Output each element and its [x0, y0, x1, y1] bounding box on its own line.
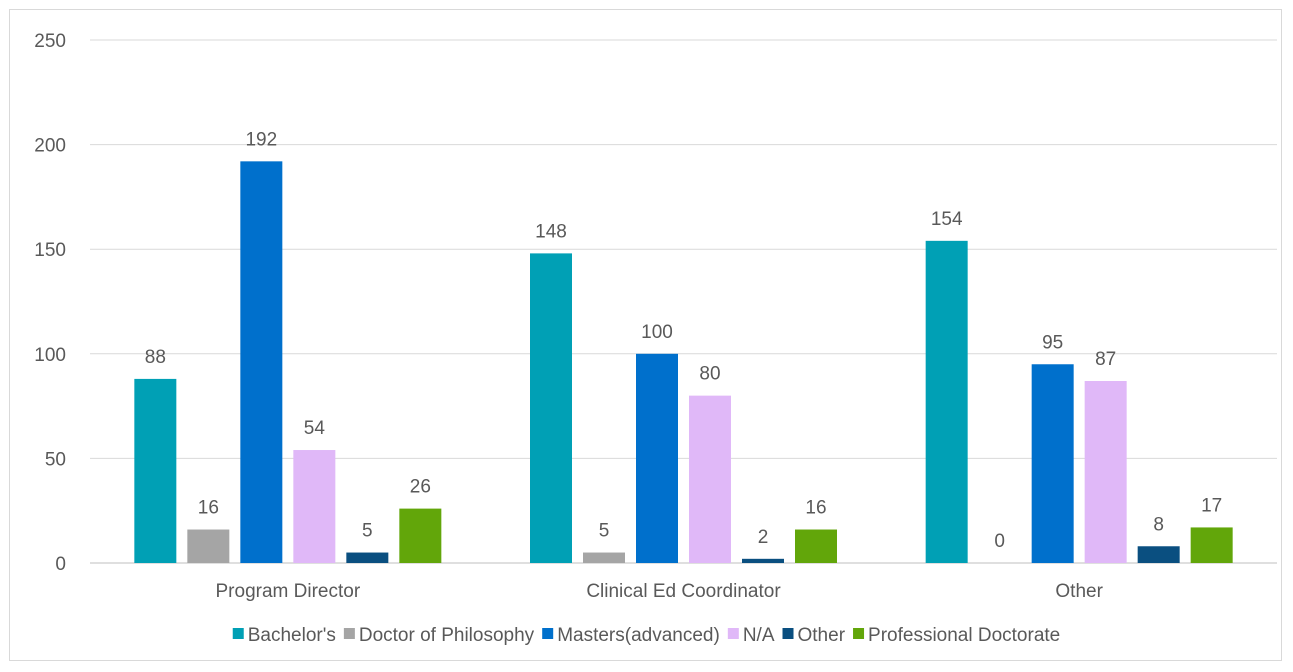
bar [399, 508, 442, 563]
bar [293, 450, 336, 563]
y-tick-label: 150 [34, 240, 66, 261]
legend-swatch [853, 628, 865, 639]
bar [925, 240, 968, 563]
y-tick-label: 50 [45, 449, 66, 470]
data-label: 17 [1201, 495, 1222, 516]
bar [795, 529, 837, 563]
data-label: 87 [1095, 349, 1116, 370]
data-label: 148 [535, 221, 567, 242]
legend-label: Bachelor's [248, 625, 336, 646]
legend-item: N/A [727, 625, 775, 646]
legend-item: Bachelor's [232, 625, 336, 646]
bar [1084, 380, 1127, 563]
bar [240, 161, 283, 563]
data-label: 26 [410, 477, 431, 498]
data-label: 5 [362, 521, 373, 542]
legend-item: Other [782, 625, 846, 646]
x-tick-label: Other [1055, 581, 1103, 602]
bar [1190, 527, 1233, 563]
data-label: 2 [758, 527, 769, 548]
legend-item: Professional Doctorate [853, 625, 1060, 646]
bars [134, 161, 1233, 563]
bar [583, 552, 625, 563]
bar [187, 529, 230, 563]
x-tick-label: Program Director [216, 581, 361, 602]
y-tick-label: 100 [34, 345, 66, 366]
data-label: 154 [931, 209, 963, 230]
data-label: 16 [805, 498, 826, 519]
legend-swatch [727, 628, 739, 639]
y-tick-label: 0 [55, 554, 66, 575]
y-tick-label: 200 [34, 136, 66, 157]
legend-item: Doctor of Philosophy [343, 625, 535, 646]
legend-item: Masters(advanced) [542, 625, 720, 646]
data-label: 88 [145, 347, 166, 368]
legend-swatch [343, 628, 355, 639]
data-label: 95 [1042, 332, 1063, 353]
legend-label: Professional Doctorate [868, 625, 1060, 646]
legend-swatch [232, 628, 244, 639]
x-axis: Program Director Clinical Ed Coordinator O… [216, 581, 1104, 602]
data-label: 192 [245, 129, 277, 150]
data-label: 16 [198, 498, 219, 519]
y-axis: 0 50 100 150 200 250 [34, 31, 66, 575]
y-tick-label: 250 [34, 31, 66, 52]
bar [134, 378, 177, 563]
x-tick-label: Clinical Ed Coordinator [586, 581, 781, 602]
bar [530, 253, 572, 563]
data-label: 8 [1153, 514, 1164, 535]
bar [346, 552, 389, 563]
legend: Bachelor's Doctor of Philosophy Masters(ad… [232, 625, 1060, 646]
bar [636, 353, 678, 563]
data-label: 100 [641, 322, 673, 343]
legend-label: Masters(advanced) [557, 625, 720, 646]
legend-label: Other [798, 625, 846, 646]
data-label: 5 [599, 521, 610, 542]
bar [742, 558, 784, 563]
data-label: 0 [994, 531, 1005, 552]
bar [1137, 546, 1180, 563]
legend-swatch [782, 628, 794, 639]
gridlines [90, 39, 1277, 564]
bar [689, 395, 731, 563]
legend-swatch [542, 628, 554, 639]
data-labels: 88 16 192 54 5 26 148 5 100 80 2 16 154 0 95 87 8 17 [145, 129, 1222, 552]
data-label: 80 [699, 364, 720, 385]
legend-label: Doctor of Philosophy [359, 625, 535, 646]
bar [1031, 364, 1074, 563]
legend-label: N/A [743, 625, 775, 646]
data-label: 54 [304, 418, 326, 439]
